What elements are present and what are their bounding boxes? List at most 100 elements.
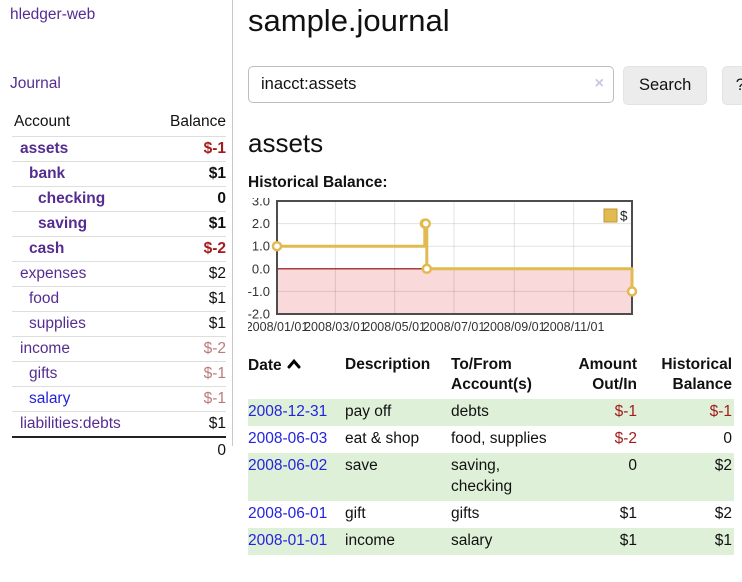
account-row: gifts $-1 <box>12 361 226 387</box>
register-table: Date Description To/From Account(s) Amou… <box>248 353 734 555</box>
account-link[interactable]: liabilities:debts <box>20 415 121 432</box>
accounts-table-header: Account Balance <box>12 110 226 137</box>
transaction-row: 2008-01-01 income salary $1 $1 <box>248 527 734 555</box>
svg-text:2008/11/01: 2008/11/01 <box>543 320 605 334</box>
account-balance: 0 <box>217 190 226 207</box>
date-column-header[interactable]: Date <box>248 353 345 399</box>
search-input[interactable] <box>248 66 614 103</box>
account-link[interactable]: expenses <box>20 265 87 282</box>
transaction-accounts: saving, checking <box>451 457 513 496</box>
description-column-header: Description <box>345 356 431 373</box>
transaction-description: pay off <box>345 403 392 421</box>
transaction-balance: $1 <box>714 531 732 549</box>
accounts-total-row: 0 <box>12 437 226 464</box>
transaction-balance: $2 <box>714 504 732 522</box>
chart-label: Historical Balance: <box>248 174 388 191</box>
accounts-column-header: To/From Account(s) <box>451 356 532 394</box>
svg-text:3.0: 3.0 <box>252 198 270 209</box>
search-button[interactable]: Search <box>623 66 708 105</box>
sidebar: hledger-web Journal Account Balance asse… <box>0 0 233 464</box>
help-button[interactable]: ? <box>722 66 742 105</box>
historical-balance-chart: $3.0 2.0 1.0 0.0 -1.0 -2.0 2008/01/01 2008/03/0… <box>248 198 742 338</box>
account-row: salary $-1 <box>12 386 226 412</box>
account-balance: $-2 <box>203 340 226 357</box>
account-row: supplies $1 <box>12 311 226 337</box>
account-link[interactable]: assets <box>20 140 69 157</box>
account-link[interactable]: checking <box>38 190 106 207</box>
account-page-title: assets <box>248 128 324 158</box>
svg-text:0.0: 0.0 <box>252 261 270 276</box>
account-balance: $1 <box>208 415 226 432</box>
account-row: cash $-2 <box>12 236 226 262</box>
account-link[interactable]: bank <box>29 165 66 182</box>
account-row: assets $-1 <box>12 136 226 162</box>
sidebar-item-journal[interactable]: Journal <box>10 75 61 92</box>
date-column-label: Date <box>248 357 282 374</box>
accounts-total-balance: 0 <box>217 442 226 459</box>
search-bar: × Search ? <box>248 66 742 105</box>
account-link[interactable]: supplies <box>29 315 86 332</box>
page-title: sample.journal <box>248 3 450 38</box>
transaction-amount: $1 <box>619 531 637 549</box>
transaction-date-link[interactable]: 2008-12-31 <box>248 403 328 421</box>
svg-text:$: $ <box>620 209 628 224</box>
accounts-table-body: assets $-1 bank $1 checking 0 saving $1 cash $-2 e… <box>12 136 226 438</box>
transaction-row: 2008-12-31 pay off debts $-1 $-1 <box>248 399 734 427</box>
transaction-amount: $1 <box>619 504 637 522</box>
account-balance: $2 <box>208 265 226 282</box>
svg-text:2008/09/01: 2008/09/01 <box>483 320 546 334</box>
balance-column-header-register: Historical Balance <box>661 356 732 394</box>
account-balance: $1 <box>208 290 226 307</box>
account-balance: $-1 <box>203 390 226 407</box>
svg-text:2008/05/01: 2008/05/01 <box>363 320 426 334</box>
account-row: liabilities:debts $1 <box>12 411 226 438</box>
transaction-accounts: debts <box>451 403 489 421</box>
transaction-row: 2008-06-02 save saving, checking 0 $2 <box>248 453 734 501</box>
transaction-date-link[interactable]: 2008-06-01 <box>248 504 328 522</box>
transaction-date-link[interactable]: 2008-06-02 <box>248 457 328 475</box>
account-balance: $-1 <box>203 365 226 382</box>
transaction-accounts: gifts <box>451 504 480 522</box>
transaction-accounts: food, supplies <box>451 430 547 448</box>
transaction-balance: $2 <box>714 457 732 475</box>
transaction-date-link[interactable]: 2008-06-03 <box>248 430 328 448</box>
transaction-description: save <box>345 457 378 475</box>
clear-search-icon[interactable]: × <box>594 75 604 92</box>
app-title-link[interactable]: hledger-web <box>10 6 96 23</box>
transaction-date-link[interactable]: 2008-01-01 <box>248 531 328 549</box>
account-link[interactable]: gifts <box>29 365 58 382</box>
account-balance: $-2 <box>203 240 226 257</box>
account-link[interactable]: cash <box>29 240 65 257</box>
account-link[interactable]: income <box>20 340 70 357</box>
account-link[interactable]: food <box>29 290 60 307</box>
svg-text:2008/01/01: 2008/01/01 <box>248 320 308 334</box>
svg-text:-1.0: -1.0 <box>248 284 270 299</box>
amount-column-header: Amount Out/In <box>578 356 637 394</box>
account-row: bank $1 <box>12 161 226 187</box>
transaction-description: gift <box>345 504 366 522</box>
account-row: checking 0 <box>12 186 226 212</box>
register-header-row: Date Description To/From Account(s) Amou… <box>248 353 734 399</box>
register-table-body: 2008-12-31 pay off debts $-1 $-1 2008-06-03 ea… <box>248 399 734 555</box>
transaction-row: 2008-06-01 gift gifts $1 $2 <box>248 501 734 528</box>
account-row: expenses $2 <box>12 261 226 287</box>
balance-column-header: Balance <box>169 113 226 130</box>
account-balance: $1 <box>208 165 226 182</box>
transaction-balance: 0 <box>723 430 732 448</box>
account-link[interactable]: saving <box>38 215 88 232</box>
account-column-header: Account <box>14 113 71 130</box>
account-row: saving $1 <box>12 211 226 237</box>
svg-text:-2.0: -2.0 <box>248 307 270 322</box>
sort-ascending-icon <box>287 355 301 375</box>
transaction-accounts: salary <box>451 531 493 549</box>
transaction-balance: $-1 <box>709 403 732 421</box>
transaction-amount: 0 <box>628 457 637 475</box>
account-link[interactable]: salary <box>29 390 71 407</box>
main-content: sample.journal × Search ? assets Histori… <box>233 0 742 555</box>
transaction-description: income <box>345 531 395 549</box>
account-balance: $1 <box>208 215 226 232</box>
accounts-table: Account Balance assets $-1 bank $1 checking 0… <box>12 110 226 464</box>
svg-text:2008/03/01: 2008/03/01 <box>304 320 367 334</box>
account-balance: $-1 <box>203 140 226 157</box>
svg-text:2.0: 2.0 <box>252 216 270 231</box>
